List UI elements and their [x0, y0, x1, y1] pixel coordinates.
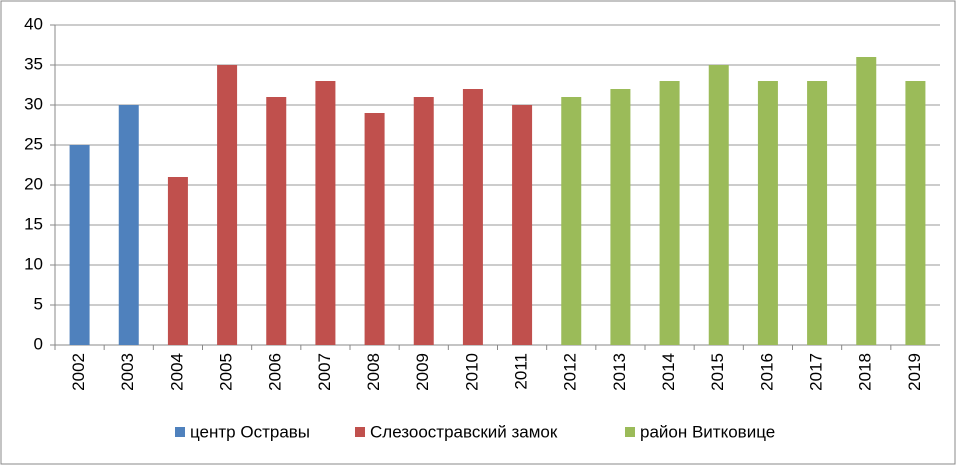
bar	[807, 81, 828, 345]
bar	[315, 81, 336, 345]
x-tick-label: 2017	[807, 353, 826, 391]
x-tick-label: 2003	[118, 353, 137, 391]
x-tick-label: 2014	[659, 353, 678, 391]
x-tick-label: 2012	[561, 353, 580, 391]
bar	[266, 97, 287, 345]
x-tick-label: 2011	[512, 353, 531, 390]
bar	[512, 105, 533, 345]
legend-label: центр Остравы	[190, 422, 310, 441]
legend-label: район Витковице	[640, 422, 775, 441]
x-tick-label: 2004	[167, 353, 186, 391]
bar	[167, 177, 188, 345]
bar	[708, 65, 729, 345]
y-tick-label: 5	[34, 294, 43, 313]
legend-swatch	[625, 427, 635, 437]
x-tick-label: 2016	[757, 353, 776, 391]
bar	[364, 113, 385, 345]
x-tick-label: 2002	[69, 353, 88, 391]
y-tick-label: 40	[24, 14, 43, 33]
bar	[69, 145, 90, 345]
x-tick-label: 2015	[708, 353, 727, 391]
y-tick-label: 30	[24, 94, 43, 113]
bar	[757, 81, 778, 345]
y-tick-label: 20	[24, 174, 43, 193]
x-tick-label: 2013	[610, 353, 629, 391]
bar	[610, 89, 631, 345]
bar	[856, 57, 877, 345]
x-tick-label: 2008	[364, 353, 383, 391]
x-tick-label: 2010	[462, 353, 481, 391]
bar	[561, 97, 582, 345]
bar	[217, 65, 238, 345]
legend-swatch	[175, 427, 185, 437]
x-tick-label: 2007	[315, 353, 334, 391]
legend-swatch	[355, 427, 365, 437]
x-tick-label: 2005	[217, 353, 236, 391]
x-tick-label: 2019	[905, 353, 924, 391]
bar	[905, 81, 926, 345]
x-tick-label: 2006	[266, 353, 285, 391]
x-tick-label: 2009	[413, 353, 432, 391]
y-tick-label: 0	[34, 334, 43, 353]
x-tick-label: 2018	[856, 353, 875, 391]
legend-label: Слезоостравский замок	[370, 422, 558, 441]
bar	[118, 105, 139, 345]
bar	[659, 81, 680, 345]
y-tick-label: 10	[24, 254, 43, 273]
bar	[462, 89, 483, 345]
y-tick-label: 15	[24, 214, 43, 233]
y-tick-label: 25	[24, 134, 43, 153]
bar	[413, 97, 434, 345]
y-tick-label: 35	[24, 54, 43, 73]
